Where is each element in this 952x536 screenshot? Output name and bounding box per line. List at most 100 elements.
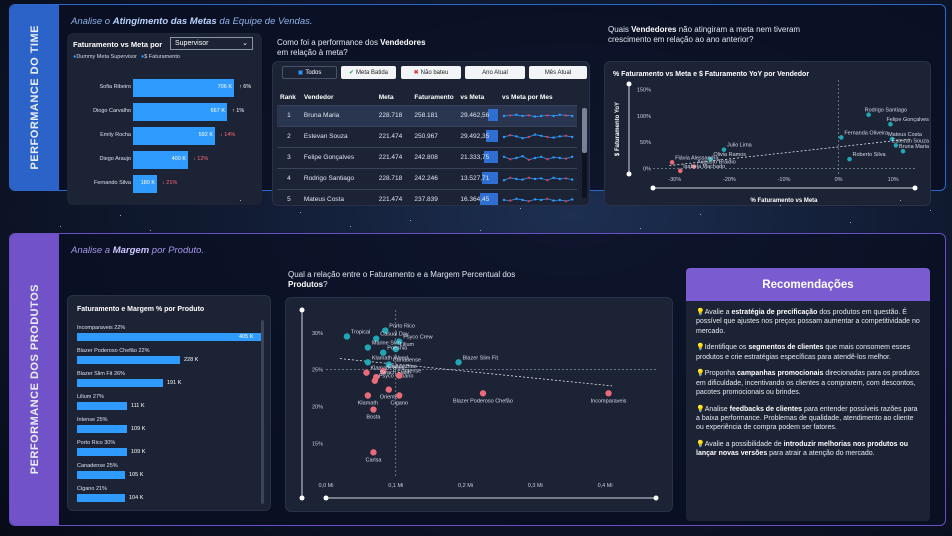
table-row[interactable]: 3 Felipe Gonçalves 221.474 242.808 21.33… (277, 146, 577, 168)
scatter-point[interactable] (385, 361, 392, 368)
x-slider-handle-max[interactable] (912, 185, 918, 191)
x-slider-handle-min[interactable] (650, 185, 656, 191)
team-sidebar-title: PERFORMANCE DO TIME (28, 25, 41, 170)
scatter-point[interactable] (370, 406, 377, 413)
sparkline-point (533, 156, 537, 159)
sparkline-point (552, 176, 555, 179)
filter-nao-bateu-button[interactable]: ✖ Não bateu (401, 66, 461, 79)
filter-mes-atual-button[interactable]: Mês Atual (529, 66, 587, 79)
recommendation-item: 💡Identifique os segmentos de clientes qu… (696, 344, 911, 361)
y-slider-handle-max[interactable] (626, 81, 632, 87)
scatter-point[interactable] (364, 392, 372, 399)
product-bar (77, 333, 261, 341)
col-rank[interactable]: Rank (280, 93, 296, 101)
sparkline-point (558, 134, 561, 138)
product-bar (77, 425, 127, 433)
scatter-point[interactable] (691, 164, 697, 169)
scatter-point[interactable] (396, 338, 403, 345)
product-bar-value: 109 K (131, 449, 146, 455)
team-bar-row[interactable]: Diogo Carvalho 667 K ↑ 1% (67, 103, 262, 121)
scatter-point[interactable] (888, 121, 893, 127)
table-row[interactable]: 4 Rodrigo Santiago 228.718 242.246 13.52… (277, 167, 577, 189)
team-table-question: Como foi a performance dos Vendedores em… (277, 38, 426, 57)
product-bar-row[interactable]: Lilium 27% 111 K (77, 394, 263, 414)
scatter-point[interactable] (605, 390, 612, 397)
product-bar-row[interactable]: Cigano 21% 104 K (77, 486, 263, 506)
product-bar-row[interactable]: Intense 25% 109 K (77, 417, 263, 437)
recommendation-item: 💡Avalie a possibilidade de introduzir me… (696, 440, 909, 458)
scatter-point[interactable] (363, 369, 370, 376)
scatter-point[interactable] (893, 143, 899, 148)
scatter-point[interactable] (396, 372, 403, 379)
col-faturamento[interactable]: Faturamento (414, 93, 454, 101)
filter-todos-button[interactable]: ▣ Todos (282, 66, 337, 79)
team-bar-row[interactable]: Diego Araujo 400 K ↓ 12% (67, 151, 262, 169)
sparkline-point (564, 156, 568, 160)
scatter-point[interactable] (889, 136, 895, 142)
team-bar-pct: ↑ 1% (232, 108, 245, 114)
filter-meta-batida-button[interactable]: ✔ Meta Batida (341, 66, 396, 79)
scatter-point[interactable] (364, 344, 372, 351)
scatter-point[interactable] (380, 367, 387, 375)
x-slider-handle-min[interactable] (323, 495, 329, 501)
star-decoration (480, 230, 481, 231)
cell-vs-meta: 29.492,35 (457, 125, 499, 147)
scatter-point[interactable] (396, 392, 403, 399)
table-scrollbar[interactable] (582, 108, 587, 198)
scatter-point[interactable] (385, 386, 392, 393)
scatter-point-label: Bosta (366, 415, 381, 421)
sparkline-point (515, 134, 518, 138)
team-bar-row[interactable]: Emily Rocha 592 K ↓ 14% (67, 127, 262, 145)
recommendation-item: 💡Proponha campanhas promocionais direcio… (696, 370, 920, 397)
x-slider-handle-max[interactable] (653, 495, 659, 501)
team-bar-row[interactable]: Fernando Silva 180 K ↓ 21% (67, 175, 262, 193)
scatter-point[interactable] (669, 160, 675, 165)
scatter-point[interactable] (364, 359, 372, 366)
col-vs-meta-mes[interactable]: vs Meta por Mes (502, 93, 553, 101)
scatter-point[interactable] (866, 112, 871, 118)
table-row[interactable]: 2 Estevan Souza 221.474 250.967 29.492,3… (277, 125, 577, 147)
scatter-point[interactable] (392, 345, 399, 353)
supervisor-dropdown[interactable]: Supervisor ⌄ (170, 37, 253, 50)
scatter-point[interactable] (677, 168, 683, 174)
table-row[interactable]: 1 Bruna Maria 228.718 258.181 29.462,56 (277, 104, 577, 126)
y-slider-handle-max[interactable] (299, 307, 305, 313)
scatter-point[interactable] (455, 359, 462, 366)
scatter-point[interactable] (839, 135, 844, 140)
scatter-point[interactable] (847, 156, 852, 162)
product-bar-row[interactable]: Blazer Poderoso Chefão 22% 228 K (77, 348, 263, 368)
scatter-point-label: Fernanda Oliveira (844, 130, 889, 136)
col-vendedor[interactable]: Vendedor (303, 93, 334, 101)
sparkline-point (502, 198, 506, 201)
product-bar-value: 109 K (131, 426, 146, 432)
product-bar-row[interactable]: Blazer Slim Fit 26% 191 K (77, 371, 263, 391)
product-bar-row[interactable]: Porto Rico 30% 109 K (77, 440, 263, 460)
product-bar-scrollbar[interactable] (261, 320, 264, 504)
cell-vendedor: Mateus Costa (300, 188, 376, 210)
col-meta[interactable]: Meta (378, 93, 394, 101)
scatter-point[interactable] (479, 390, 487, 397)
col-vs-meta[interactable]: vs Meta (460, 93, 485, 101)
cell-faturamento: 237.839 (411, 188, 458, 210)
product-bar-row[interactable]: Incomparaveis 22% 405 K (77, 325, 263, 345)
arrow-down-icon: ↓ (220, 132, 223, 138)
scatter-point[interactable] (900, 148, 906, 154)
scatter-point[interactable] (382, 327, 389, 334)
scatter-point[interactable] (343, 333, 351, 340)
filter-ano-atual-button[interactable]: Ano Atual (465, 66, 525, 79)
product-bar-row[interactable]: Canadense 25% 105 K (77, 463, 263, 483)
star-decoration (120, 215, 121, 216)
team-bar-row[interactable]: Sofia Ribeiro 706 K ↑ 6% (67, 79, 262, 97)
product-bar-value: 228 K (184, 357, 199, 363)
sparkline-point (546, 178, 549, 181)
table-row[interactable]: 5 Mateus Costa 221.474 237.839 16.364,45 (277, 188, 577, 210)
y-slider-handle-min[interactable] (626, 171, 632, 177)
y-slider-handle-min[interactable] (299, 495, 305, 501)
scatter-point[interactable] (708, 156, 713, 162)
scatter-point[interactable] (371, 377, 379, 384)
sparkline-point (546, 197, 549, 200)
scatter-point[interactable] (721, 147, 727, 152)
scatter-point[interactable] (373, 335, 380, 342)
scatter-point[interactable] (370, 449, 377, 456)
scatter-point[interactable] (380, 349, 387, 356)
